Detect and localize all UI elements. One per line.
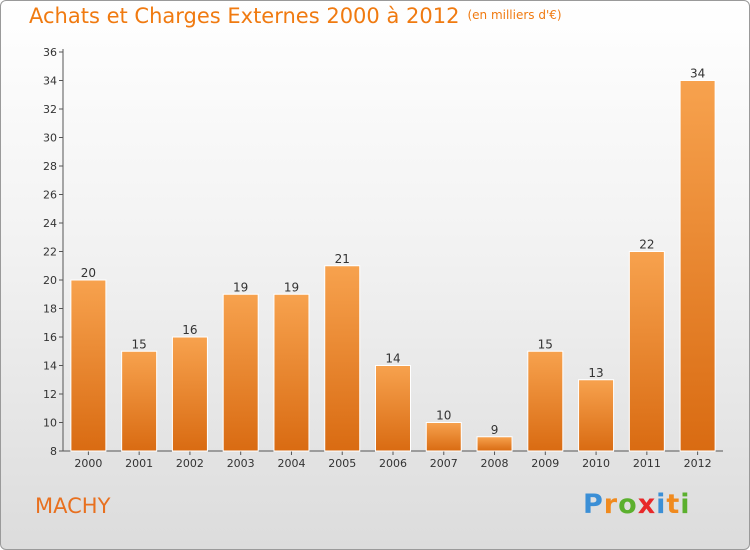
- bar-2003: [222, 293, 259, 452]
- y-tick-label: 34: [43, 75, 57, 88]
- bar-2007: [425, 422, 462, 452]
- chart-axes: 8 10 12 14 16 18 20 22 24 26 28 30 32 34 36: [43, 46, 723, 458]
- x-tick-label-2000: 2000: [74, 457, 102, 470]
- bar-2002: [171, 336, 208, 452]
- bar-2012: [679, 80, 716, 452]
- x-tick-label-2008: 2008: [481, 457, 509, 470]
- bar-2010: [578, 379, 615, 452]
- data-label-2008: 9: [491, 423, 499, 437]
- bar-2006: [375, 365, 411, 452]
- y-tick-label: 26: [43, 189, 57, 202]
- x-tick-label-2003: 2003: [227, 457, 255, 470]
- y-tick-label: 30: [43, 132, 57, 145]
- data-label-2006: 14: [385, 352, 400, 366]
- data-label-2004: 19: [284, 280, 299, 294]
- x-tick-label-2011: 2011: [633, 457, 661, 470]
- bar-2005: [324, 265, 361, 452]
- y-tick-label: 16: [43, 331, 57, 344]
- y-tick-label: 8: [50, 445, 57, 458]
- y-tick-label: 32: [43, 103, 57, 116]
- place-name: MACHY: [35, 494, 111, 518]
- y-tick-label: 24: [43, 217, 57, 230]
- data-label-2011: 22: [639, 238, 654, 252]
- y-tick-label: 14: [43, 360, 57, 373]
- x-tick-label-2010: 2010: [582, 457, 610, 470]
- bar-2008: [476, 436, 513, 452]
- x-tick-label-2002: 2002: [176, 457, 204, 470]
- x-tick-label-2009: 2009: [531, 457, 559, 470]
- x-tick-label-2012: 2012: [684, 457, 712, 470]
- bar-2011: [628, 251, 665, 452]
- x-tick-label-2007: 2007: [430, 457, 458, 470]
- bar-2004: [273, 293, 310, 452]
- y-tick-label: 36: [43, 46, 57, 59]
- logo-letter: x: [637, 489, 657, 520]
- data-label-2000: 20: [81, 266, 96, 280]
- chart-title: Achats et Charges Externes 2000 à 2012 (e…: [29, 4, 562, 28]
- logo-letter: i: [656, 489, 667, 520]
- y-tick-label: 20: [43, 274, 57, 287]
- y-tick-label: 22: [43, 246, 57, 259]
- chart-bars: [70, 80, 716, 452]
- logo-letter: P: [583, 489, 604, 520]
- x-tick-label-2001: 2001: [125, 457, 153, 470]
- title-text: Achats et Charges Externes 2000 à 2012: [29, 4, 460, 28]
- data-label-2007: 10: [436, 409, 451, 423]
- proxiti-logo: Proxiti: [583, 489, 691, 520]
- y-tick-label: 12: [43, 388, 57, 401]
- x-tick-label-2006: 2006: [379, 457, 407, 470]
- data-label-2012: 34: [690, 67, 705, 81]
- bar-2009: [527, 350, 564, 452]
- data-label-2010: 13: [588, 366, 603, 380]
- x-tick-label-2005: 2005: [328, 457, 356, 470]
- data-label-2002: 16: [182, 323, 197, 337]
- y-tick-label: 18: [43, 303, 57, 316]
- logo-letter: o: [618, 489, 638, 520]
- data-label-2003: 19: [233, 280, 248, 294]
- bar-2000: [70, 279, 107, 452]
- data-label-2009: 15: [538, 337, 553, 351]
- y-tick-label: 28: [43, 160, 57, 173]
- y-tick-label: 10: [43, 417, 57, 430]
- chart-subtitle: (en milliers d'€): [467, 8, 562, 22]
- data-label-2005: 21: [335, 252, 350, 266]
- logo-letter: r: [603, 489, 619, 520]
- x-tick-label-2004: 2004: [277, 457, 305, 470]
- logo-letter: t: [666, 489, 681, 520]
- chart-labels: 20 2000 15 2001 16 2002 19 2003 19 2004 21 2005 14 20…: [74, 67, 711, 471]
- logo-letter: i: [680, 489, 691, 520]
- data-label-2001: 15: [132, 337, 147, 351]
- bar-2001: [121, 350, 158, 452]
